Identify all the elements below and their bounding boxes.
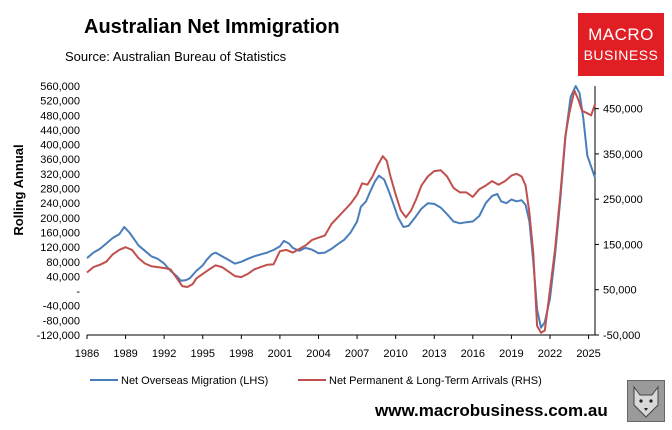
x-tick-label: 2025: [576, 348, 600, 360]
y-axis-label: Rolling Annual: [11, 144, 26, 235]
x-tick-label: 1986: [75, 348, 99, 360]
x-tick-label: 2019: [499, 348, 523, 360]
x-tick-label: 2016: [461, 348, 485, 360]
y-left-tick-label: 80,000: [46, 257, 80, 269]
y-left-tick-label: 280,000: [40, 184, 80, 196]
y-left-tick-label: -80,000: [43, 315, 80, 327]
wolf-head-icon: [627, 380, 665, 422]
y-right-tick-label: 450,000: [603, 104, 643, 116]
legend-label-nom: Net Overseas Migration (LHS): [121, 375, 268, 387]
x-tick-label: 2001: [268, 348, 292, 360]
x-tick-label: 1992: [152, 348, 176, 360]
y-right-tick-label: 250,000: [603, 194, 643, 206]
chart-lines: [86, 85, 596, 334]
chart-legend: Net Overseas Migration (LHS) Net Permane…: [90, 375, 542, 387]
chart-subtitle: Source: Australian Bureau of Statistics: [65, 49, 287, 64]
series-line-net-overseas-migration: [86, 85, 596, 329]
y-right-tick-label: 50,000: [603, 285, 637, 297]
x-tick-label: 1989: [113, 348, 137, 360]
x-tick-label: 2022: [538, 348, 562, 360]
y-left-tick-label: 40,000: [46, 271, 80, 283]
logo-line-1: MACRO: [588, 25, 654, 44]
website-url[interactable]: www.macrobusiness.com.au: [375, 401, 608, 420]
y-left-tick-label: 360,000: [40, 154, 80, 166]
series-line-net-permanent-arrivals: [86, 89, 596, 334]
y-left-tick-label: 480,000: [40, 110, 80, 122]
x-tick-label: 2013: [422, 348, 446, 360]
y-left-tick-label: 440,000: [40, 125, 80, 137]
y-left-tick-label: -40,000: [43, 301, 80, 313]
chart-axes: 560,000 520,000 480,000 440,000 400,000 360,0…: [37, 81, 643, 360]
y-right-tick-label: 350,000: [603, 149, 643, 161]
x-tick-label: 2004: [306, 348, 330, 360]
y-left-tick-label: 320,000: [40, 169, 80, 181]
x-tick-label: 1998: [229, 348, 253, 360]
chart-title: Australian Net Immigration: [84, 16, 340, 38]
macrobusiness-logo: MACRO BUSINESS: [578, 13, 664, 76]
y-left-tick-label: 400,000: [40, 140, 80, 152]
y-left-tick-label: 200,000: [40, 213, 80, 225]
legend-label-nplta: Net Permanent & Long-Term Arrivals (RHS): [329, 375, 542, 387]
y-right-tick-label: -50,000: [603, 330, 640, 342]
y-left-tick-label: 560,000: [40, 81, 80, 93]
y-left-tick-label: 520,000: [40, 96, 80, 108]
x-tick-label: 2007: [345, 348, 369, 360]
y-right-tick-label: 150,000: [603, 239, 643, 251]
y-left-tick-label: -: [76, 286, 80, 298]
x-tick-label: 2010: [383, 348, 407, 360]
y-left-tick-label: 120,000: [40, 242, 80, 254]
y-left-tick-label: -120,000: [37, 330, 80, 342]
y-left-tick-label: 240,000: [40, 198, 80, 210]
y-left-tick-label: 160,000: [40, 227, 80, 239]
x-tick-label: 1995: [191, 348, 215, 360]
logo-line-2: BUSINESS: [583, 47, 659, 63]
